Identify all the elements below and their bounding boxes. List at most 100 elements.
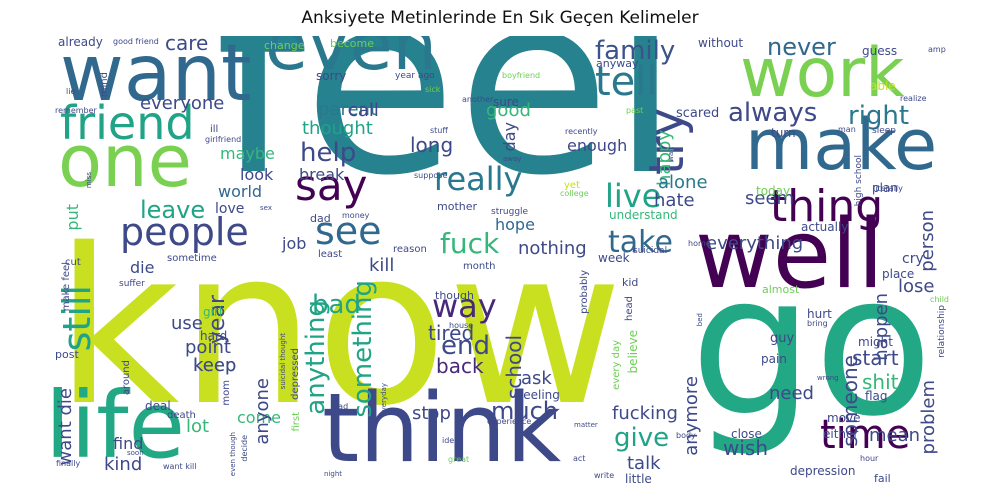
word-struggle: struggle	[491, 207, 529, 217]
word-always: always	[728, 98, 818, 128]
word-want: want	[60, 36, 252, 119]
word-hard: hard	[200, 329, 228, 343]
word-problem: problem	[918, 380, 939, 455]
word-fail: fail	[874, 472, 891, 485]
word-day: day	[500, 122, 519, 152]
word-might: might	[858, 335, 893, 349]
word-work: work	[740, 36, 905, 113]
word-girl: girl	[203, 305, 223, 319]
word-first: first	[291, 412, 302, 432]
word-stuff: stuff	[430, 126, 448, 135]
word-believe: believe	[626, 330, 640, 374]
word-able: able	[870, 79, 896, 93]
word-soon: soon	[127, 449, 144, 457]
word-lie: lie	[66, 87, 76, 96]
word-stop: stop	[412, 403, 451, 424]
chart-title: Anksiyete Metinlerinde En Sık Geçen Keli…	[301, 8, 699, 28]
word-talk: talk	[627, 453, 661, 474]
word-nothing: nothing	[518, 238, 587, 259]
word-end: end	[441, 331, 490, 361]
word-feel: feel	[215, 36, 681, 230]
word-depressed: depressed	[290, 348, 301, 400]
word-think: think	[322, 374, 562, 484]
word-mean: mean	[869, 425, 921, 446]
word-find: find	[113, 434, 144, 453]
word-pain: pain	[761, 352, 787, 366]
word-around: around	[121, 360, 132, 396]
word-death: death	[167, 410, 196, 421]
word-much: much	[491, 397, 558, 425]
word-people: people	[120, 210, 249, 254]
word-reason: reason	[393, 244, 427, 255]
word-actually: actually	[801, 220, 849, 234]
word-past: past	[626, 106, 644, 115]
word-wrong: wrong	[817, 374, 839, 382]
word-girlfriend: girlfriend	[205, 135, 242, 144]
word-write: write	[594, 471, 615, 480]
word-sick: sick	[425, 85, 441, 94]
word-become: become	[330, 37, 375, 50]
word-deal: deal	[145, 399, 171, 413]
word-kid: kid	[622, 276, 639, 289]
word-house: house	[449, 321, 474, 330]
word-flag: flag	[865, 389, 888, 403]
word-point: point	[185, 337, 231, 358]
word-bad: bad	[312, 290, 361, 320]
word-life: life	[47, 372, 186, 479]
word-miss: miss	[85, 172, 93, 189]
word-good: good	[486, 100, 531, 121]
word-move: move	[827, 411, 861, 425]
word-something: something	[348, 280, 378, 418]
word-ask: ask	[521, 368, 552, 389]
word-maybe: maybe	[220, 144, 275, 163]
word-kind: kind	[104, 454, 143, 475]
word-close: close	[731, 427, 762, 441]
word-wish: wish	[723, 436, 769, 460]
word-give: give	[614, 423, 670, 453]
word-cloud: feel know go want even work make well think life o…	[47, 36, 953, 485]
word-body: body	[676, 431, 696, 440]
word-alone: alone	[658, 172, 708, 193]
word-mother: mother	[437, 200, 478, 213]
word-hope: hope	[495, 215, 535, 234]
word-live: live	[605, 177, 662, 215]
word-cut: cut	[65, 257, 81, 268]
word-break: break	[299, 165, 345, 184]
word-well: well	[695, 200, 884, 310]
word-though: though	[435, 289, 474, 302]
word-tell: tell	[595, 59, 658, 105]
word-money: money	[342, 211, 370, 220]
word-least: least	[318, 249, 343, 260]
word-home: home	[688, 239, 711, 248]
word-want-kill: want kill	[163, 462, 197, 471]
word-amp: amp	[928, 45, 946, 54]
word-lot: lot	[186, 416, 210, 437]
word-anymore: anymore	[681, 376, 702, 456]
word-suicidal: suicidal	[633, 246, 668, 256]
word-parent: parent	[318, 99, 378, 120]
word-week: week	[598, 251, 630, 265]
word-family: family	[595, 36, 676, 66]
word-away: away	[503, 155, 522, 163]
word-leave: leave	[140, 196, 206, 224]
word-keep: keep	[193, 355, 237, 376]
word-really: really	[434, 160, 523, 198]
word-call: call	[348, 100, 379, 121]
word-die: die	[130, 258, 155, 277]
word-change: change	[264, 39, 305, 52]
word-another: another	[462, 95, 494, 104]
word-tired: tired	[428, 321, 475, 345]
word-put: put	[63, 204, 82, 231]
word-sex: sex	[260, 204, 272, 212]
word-everything: everything	[706, 233, 804, 254]
word-almost: almost	[762, 283, 800, 296]
word-understand: understand	[609, 208, 678, 222]
word-care: care	[165, 36, 209, 55]
word-college: college	[560, 189, 589, 198]
word-month: month	[463, 261, 496, 272]
word-one: one	[58, 119, 192, 203]
word-recently: recently	[565, 127, 598, 136]
word-help: help	[300, 138, 357, 168]
word-wait: wait	[667, 147, 675, 162]
word-bed: bed	[696, 313, 704, 327]
